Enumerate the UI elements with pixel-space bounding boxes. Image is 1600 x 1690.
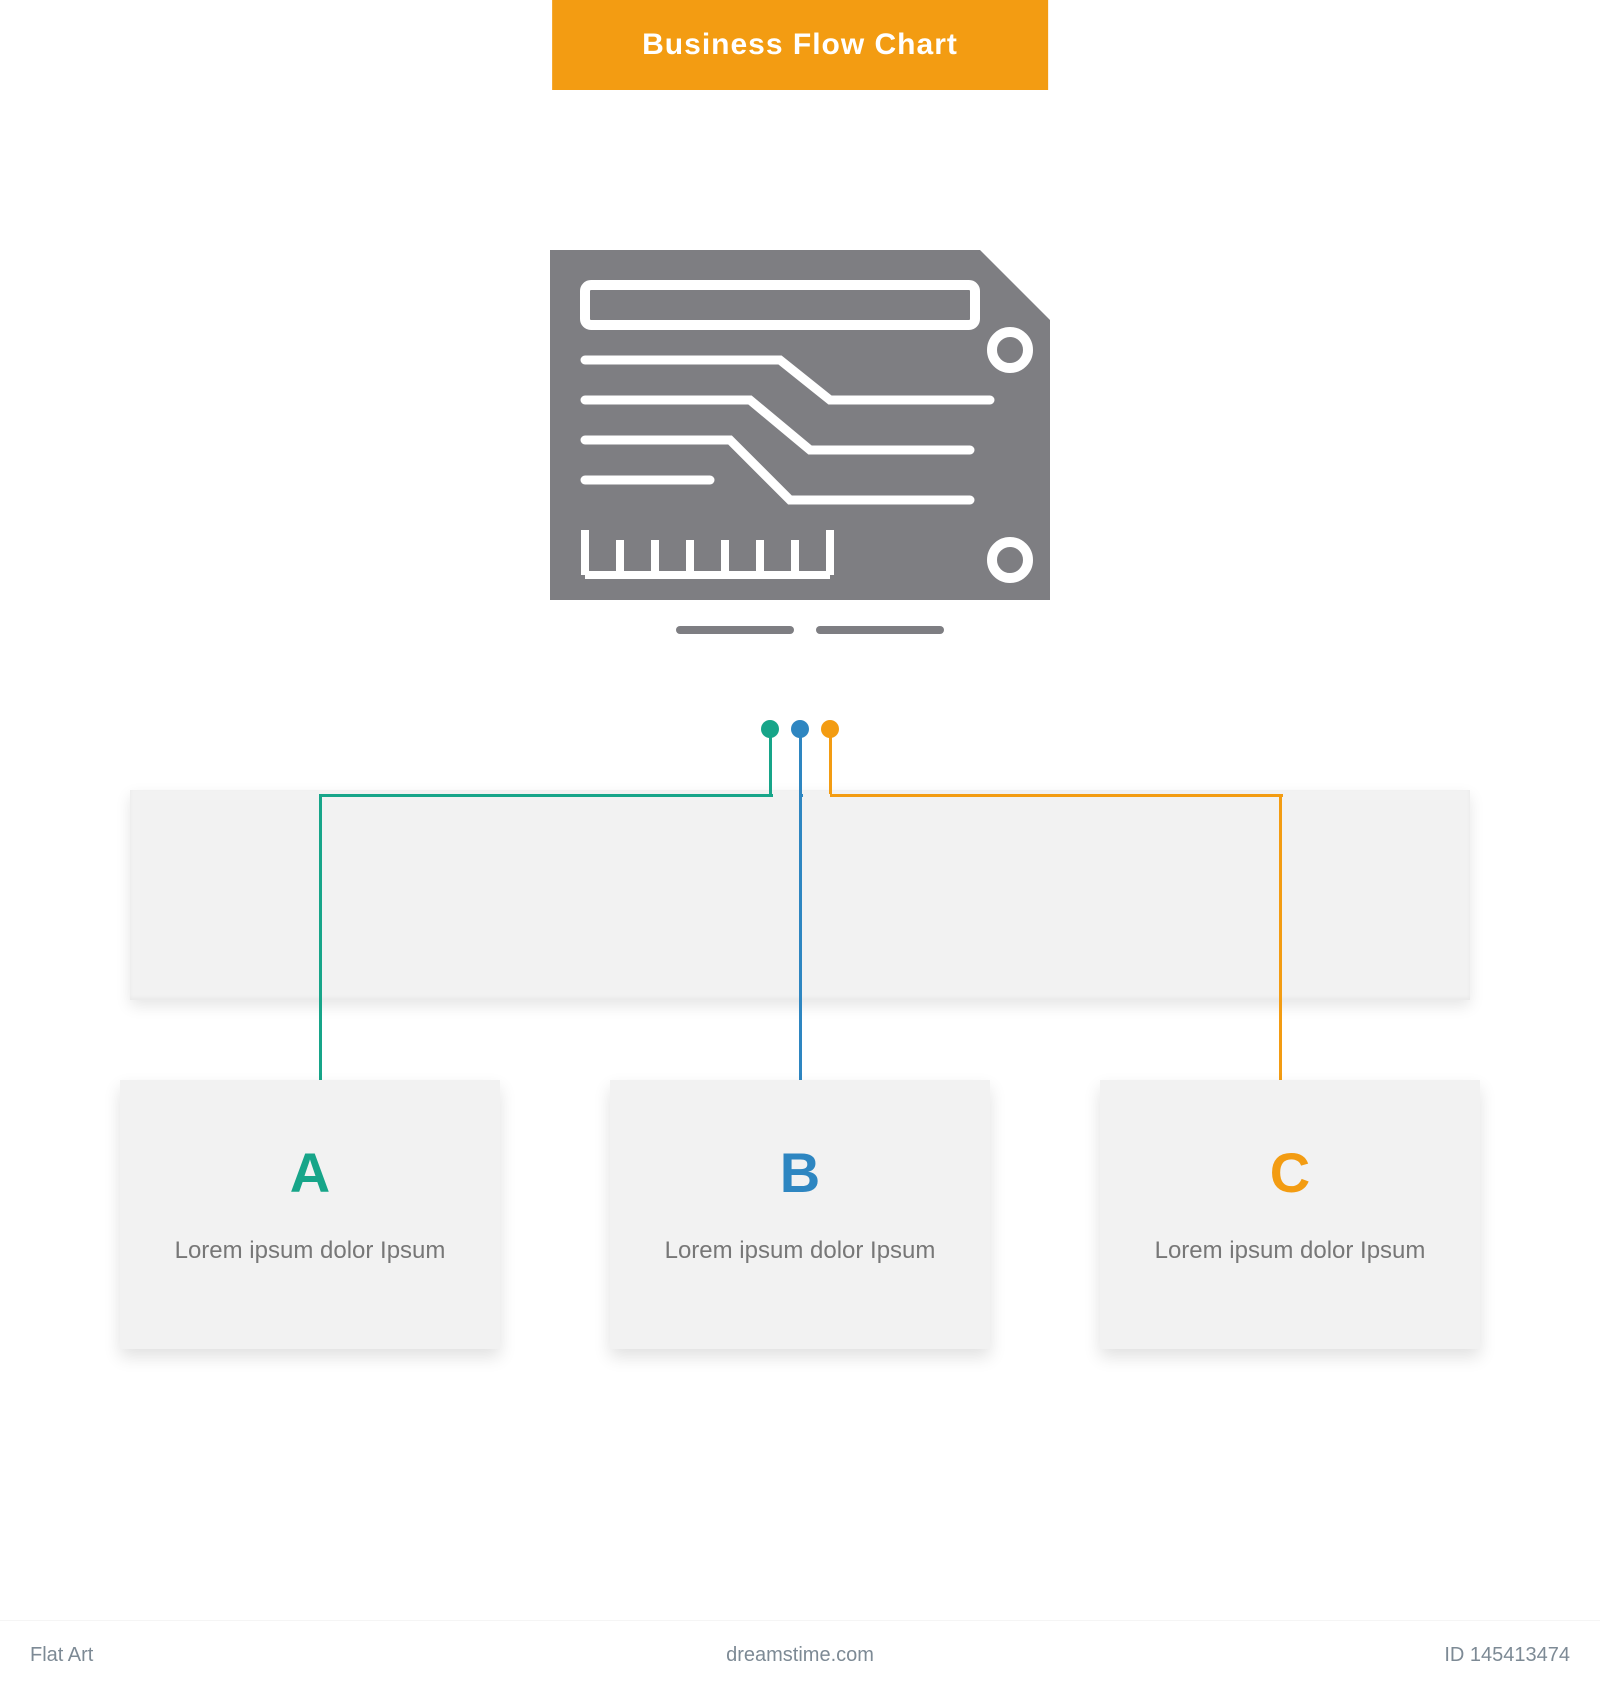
footer: Flat Art dreamstime.com ID 145413474	[0, 1620, 1600, 1690]
connector-drop	[799, 794, 802, 1094]
card-body: Lorem ipsum dolor Ipsum	[1140, 1233, 1440, 1269]
header-bar: Business Flow Chart	[552, 0, 1048, 90]
footer-left: Flat Art	[30, 1644, 93, 1667]
card-body: Lorem ipsum dolor Ipsum	[160, 1233, 460, 1269]
connector-horizontal	[320, 794, 773, 797]
card-letter: A	[160, 1140, 460, 1205]
card-letter: B	[650, 1140, 950, 1205]
card-c: C Lorem ipsum dolor Ipsum	[1100, 1080, 1480, 1349]
connector-stem	[799, 734, 802, 794]
card-b: B Lorem ipsum dolor Ipsum	[610, 1080, 990, 1349]
connector-drop	[319, 794, 322, 1094]
connector-stem	[769, 734, 772, 794]
cards-row: A Lorem ipsum dolor Ipsum B Lorem ipsum …	[0, 1080, 1600, 1349]
connector-zone	[0, 720, 1600, 1080]
footer-mid: dreamstime.com	[726, 1644, 874, 1667]
circuit-card-icon	[530, 230, 1070, 650]
card-letter: C	[1140, 1140, 1440, 1205]
card-body: Lorem ipsum dolor Ipsum	[650, 1233, 950, 1269]
connector-stem	[829, 734, 832, 794]
footer-right: ID 145413474	[1444, 1644, 1570, 1667]
card-a: A Lorem ipsum dolor Ipsum	[120, 1080, 500, 1349]
connector-horizontal	[830, 794, 1283, 797]
connector-drop	[1279, 794, 1282, 1094]
